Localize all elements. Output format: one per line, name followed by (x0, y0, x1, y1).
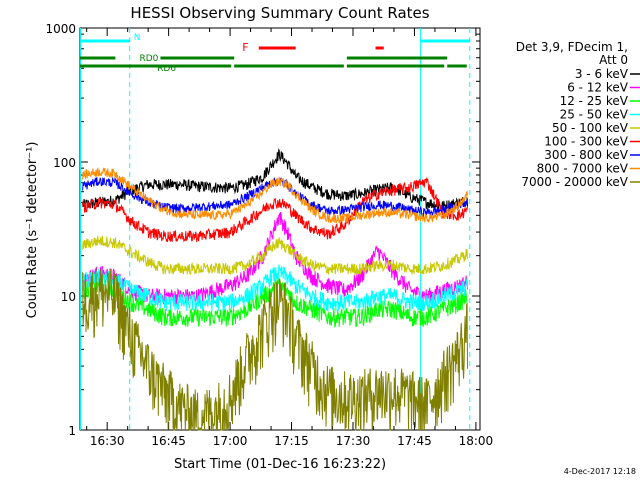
flare-flag-label: F (242, 41, 248, 54)
y-tick-label: 10 (61, 290, 76, 304)
series-line-3 (82, 264, 468, 312)
x-tick-label: 17:45 (397, 434, 432, 448)
legend-label-2: 12 - 25 keV (560, 94, 629, 108)
legend-label-6: 300 - 800 keV (544, 148, 628, 162)
y-tick-label: 1000 (45, 22, 76, 36)
y-axis-label: Count Rate (s⁻¹ detector⁻¹) (25, 142, 40, 319)
series-line-8 (82, 268, 468, 431)
x-tick-label: 18:00 (459, 434, 494, 448)
series-line-2 (82, 277, 468, 329)
legend-label-8: 7000 - 20000 keV (521, 175, 628, 189)
rd6-flag-label: RD6 (157, 64, 176, 74)
y-tick-label: 1 (68, 424, 76, 438)
legend-header-line1: Det 3,9, FDecim 1, (516, 40, 628, 54)
series-line-0 (82, 148, 468, 211)
plot-frame (79, 27, 481, 431)
plot-area: 1 10 100 1000 16:30 16:45 17:00 17:15 17:30 17:45… (45, 22, 493, 448)
x-axis-label: Start Time (01-Dec-16 16:23:22) (174, 457, 386, 472)
legend-label-0: 3 - 6 keV (575, 67, 629, 81)
rd0-flag-label: RD0 (139, 54, 158, 64)
x-tick-label: 17:30 (336, 434, 371, 448)
legend-label-7: 800 - 7000 keV (537, 162, 629, 176)
night-flag-label: N (134, 33, 141, 43)
legend-header-line2: Att 0 (599, 53, 628, 67)
series-line-4 (82, 235, 468, 276)
legend-label-3: 25 - 50 keV (560, 108, 629, 122)
y-tick-label: 100 (53, 156, 76, 170)
chart-title: HESSI Observing Summary Count Rates (130, 4, 429, 22)
x-tick-label: 16:45 (151, 434, 186, 448)
x-tick-label: 16:30 (90, 434, 125, 448)
legend-label-1: 6 - 12 keV (567, 81, 629, 95)
footer-date: 4-Dec-2017 12:18 (564, 467, 636, 476)
legend-label-4: 50 - 100 keV (552, 121, 629, 135)
legend-label-5: 100 - 300 keV (544, 135, 628, 149)
series-line-5 (82, 177, 468, 243)
series-line-7 (82, 167, 468, 224)
x-tick-label: 17:15 (274, 434, 309, 448)
x-tick-label: 17:00 (213, 434, 248, 448)
series-line-6 (82, 176, 468, 219)
